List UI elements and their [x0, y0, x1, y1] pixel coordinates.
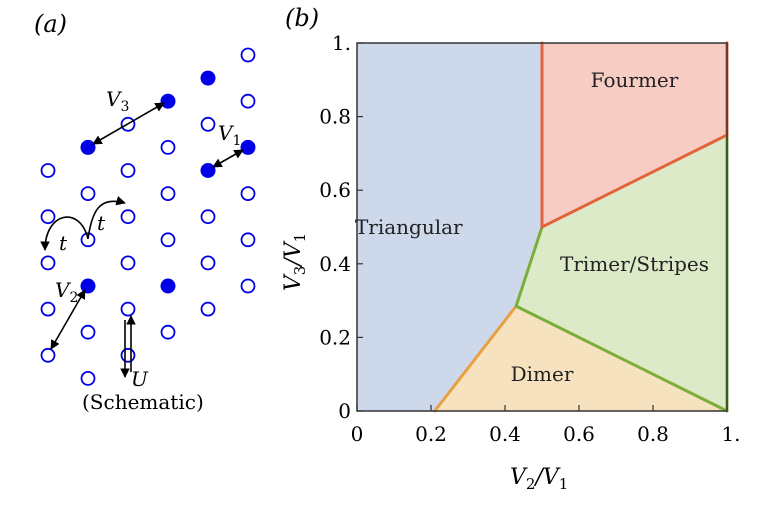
region-label-fourmer: Fourmer [591, 68, 679, 92]
plot-frame [356, 42, 728, 412]
region-triangular [357, 43, 542, 411]
empty-site [120, 255, 136, 271]
occupied-site [240, 139, 256, 155]
v3-label: V3 [106, 87, 129, 115]
x-tick-label: 0.4 [489, 422, 521, 446]
y-tick-label: 1. [332, 31, 351, 55]
region-label-triangular: Triangular [355, 215, 463, 239]
empty-site [40, 347, 56, 363]
region-fourmer [542, 43, 727, 227]
y-tick-label: 0 [338, 399, 351, 423]
empty-site [160, 139, 176, 155]
v2-arrow [50, 289, 86, 350]
empty-site [80, 232, 96, 248]
empty-site [240, 278, 256, 294]
x-tick-label: 0 [351, 422, 364, 446]
occupied-site [80, 278, 96, 294]
phase-regions [357, 43, 727, 411]
region-label-trimer-stripes: Trimer/Stripes [560, 252, 709, 276]
region-labels: Triangular Fourmer Trimer/Stripes Dimer [355, 68, 709, 386]
phase-boundary [433, 304, 518, 413]
t-label-right: t [97, 211, 106, 235]
empty-site [80, 324, 96, 340]
empty-site [120, 301, 136, 317]
empty-site [40, 301, 56, 317]
v1-arrow [212, 149, 244, 168]
x-tick-label: 0.6 [563, 422, 595, 446]
occupied-site [160, 93, 176, 109]
panel-a-label: (a) [34, 10, 67, 38]
occupied-site [160, 278, 176, 294]
y-axis-label: V3/V1 [281, 233, 309, 291]
empty-site [200, 301, 216, 317]
y-tick-label: 0.2 [319, 325, 351, 349]
x-axis-label: V2/V1 [510, 465, 568, 493]
v1-label: V1 [218, 121, 241, 149]
empty-site [160, 186, 176, 202]
hop-arrow-right [87, 196, 126, 240]
schematic-caption: (Schematic) [82, 390, 204, 414]
empty-site [40, 163, 56, 178]
empty-site [240, 93, 256, 109]
phase-boundary [514, 225, 544, 308]
v2-label: V2 [55, 278, 78, 306]
empty-site [240, 232, 256, 248]
y-tick-label: 0.6 [319, 178, 351, 202]
empty-site [80, 370, 96, 386]
hop-arrow-left [40, 216, 89, 251]
phase-boundary [514, 304, 729, 413]
empty-site [80, 186, 96, 202]
ticks: 0 0.2 0.4 0.6 0.8 1. 0 0.2 0.4 0.6 0.8 1. [319, 31, 740, 446]
x-tick-label: 1. [721, 422, 740, 446]
u-label: U [131, 367, 149, 391]
region-dimer [434, 306, 727, 411]
empty-site [240, 47, 256, 63]
x-tick-label: 0.8 [637, 422, 669, 446]
occupied-site [200, 70, 216, 86]
y-tick-label: 0.4 [319, 252, 351, 276]
region-trimer-stripes [516, 135, 727, 411]
occupied-site [80, 139, 96, 155]
v3-arrow [92, 102, 165, 145]
t-label-left: t [59, 231, 68, 255]
empty-site [40, 255, 56, 271]
empty-site [200, 255, 216, 271]
empty-site [120, 163, 136, 178]
occupied-site [200, 163, 216, 178]
empty-site [200, 209, 216, 225]
empty-site [160, 232, 176, 248]
empty-site [200, 116, 216, 132]
empty-site [240, 186, 256, 202]
empty-site [120, 209, 136, 225]
phase-boundary [540, 133, 729, 229]
empty-site [120, 347, 136, 363]
x-tick-label: 0.2 [415, 422, 447, 446]
interaction-arrows [40, 102, 244, 378]
lattice [40, 47, 256, 386]
region-label-dimer: Dimer [511, 362, 574, 386]
y-tick-label: 0.8 [319, 105, 351, 129]
panel-b-label: (b) [285, 4, 319, 32]
empty-site [40, 209, 56, 225]
empty-site [160, 324, 176, 340]
